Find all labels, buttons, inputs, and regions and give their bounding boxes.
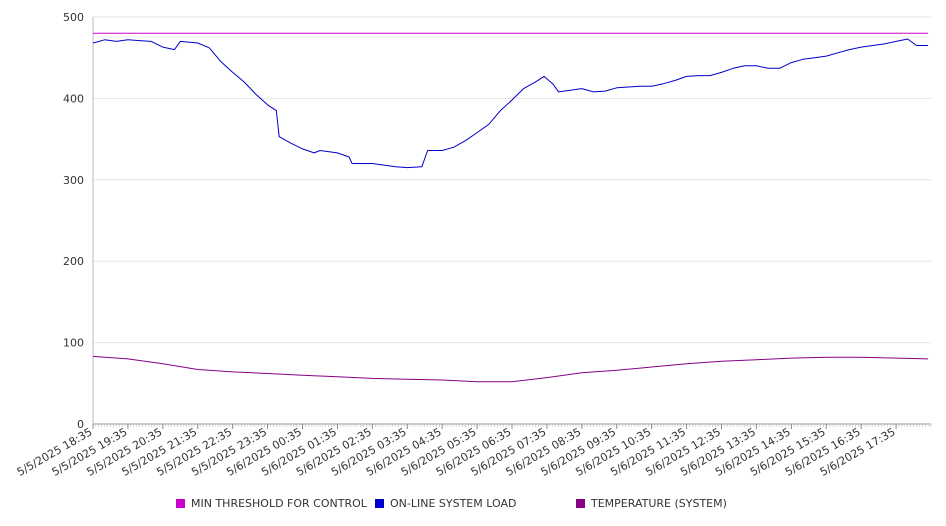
axes (92, 17, 932, 427)
legend-label: ON-LINE SYSTEM LOAD (390, 497, 517, 510)
legend-label: TEMPERATURE (SYSTEM) (591, 497, 727, 510)
y-tick-label: 200 (63, 255, 84, 268)
legend-swatch (176, 499, 185, 508)
series-line-on-line-system-load (92, 38, 929, 169)
y-tick-labels: 0 100 200 300 400 500 (63, 11, 84, 431)
legend-swatch (375, 499, 384, 508)
legend-label: MIN THRESHOLD FOR CONTROL (191, 497, 367, 510)
series-lines (92, 32, 929, 383)
legend-item: TEMPERATURE (SYSTEM) (576, 497, 727, 510)
y-tick-label: 0 (77, 418, 84, 431)
gridlines (93, 16, 931, 344)
legend-item: MIN THRESHOLD FOR CONTROL (176, 497, 367, 510)
series-line-temperature-system (92, 355, 929, 383)
legend-swatch (576, 499, 585, 508)
y-tick-label: 500 (63, 11, 84, 24)
legend-item: ON-LINE SYSTEM LOAD (375, 497, 516, 510)
legend: MIN THRESHOLD FOR CONTROL ON-LINE SYSTEM … (0, 497, 946, 515)
y-tick-label: 100 (63, 337, 84, 350)
y-tick-label: 400 (63, 92, 84, 105)
y-tick-label: 300 (63, 174, 84, 187)
x-tick-labels: 5/5/2025 18:355/5/2025 19:355/5/2025 20:… (15, 424, 898, 479)
